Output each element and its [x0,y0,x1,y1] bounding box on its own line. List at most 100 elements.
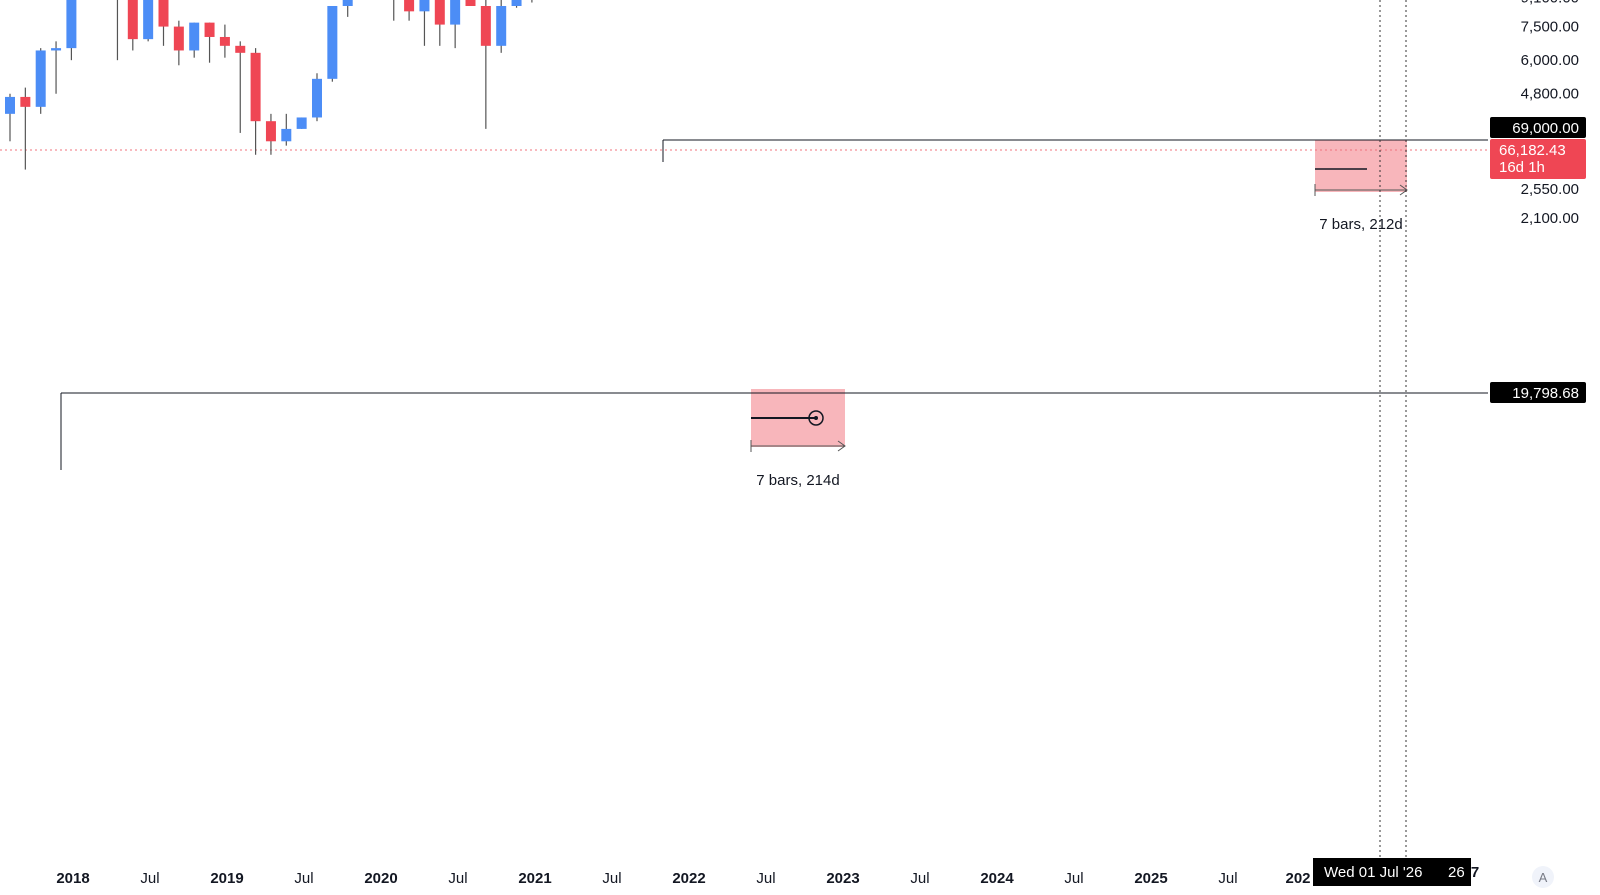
measure-zone-2-label: 7 bars, 212d [1319,216,1402,233]
candle [511,0,522,8]
candle [450,0,461,49]
price-tag-19798-label: 19,798.68 [1512,385,1579,402]
price-tag-current-bg [1490,139,1586,179]
measure-zone-2[interactable] [1314,140,1408,196]
price-tag-69000: 69,000.00 [1490,117,1586,138]
crosshair-date-tag-bg [1313,858,1471,886]
crosshair-date-tag: Wed 01 Jul '26 26 [1313,858,1471,886]
auto-scale-button[interactable]: A [1532,866,1554,888]
price-tag-current: 66,182.43 16d 1h [1490,139,1586,179]
measure-zone-1-label: 7 bars, 214d [756,472,839,489]
x-tick-month: Jul [602,870,621,887]
x-tick-year: 2025 [1134,870,1167,887]
candle-body-down [235,45,246,53]
crosshair-date-suffix: 26 [1448,864,1465,881]
candle [250,48,261,155]
candle [404,0,415,21]
candle-body-up [312,78,322,118]
candle [189,22,200,58]
candle [158,0,169,46]
candle [496,0,507,53]
measure-zone-1[interactable] [750,389,846,452]
candle [419,0,430,46]
measure-zone-1-cursor [808,410,824,426]
price-tag-current-countdown: 16d 1h [1499,159,1545,176]
candle-body-down [265,121,276,142]
x-tick-month: Jul [910,870,929,887]
price-tag-69000-label: 69,000.00 [1512,120,1579,137]
candle [51,41,62,94]
candle [342,0,353,17]
price-tag-19798-bg [1490,382,1586,403]
candle-body-up [5,96,15,114]
y-tick-label: 9,100.00 [1521,0,1579,6]
price-tag-69000-bg [1490,117,1586,138]
candle [5,93,15,142]
y-tick-label: 7,500.00 [1521,19,1579,36]
candle-body-up [511,0,522,6]
candle-body-down [480,5,491,46]
candle [281,113,292,146]
x-tick-partial-7: 7 [1471,864,1479,881]
candle-body-down [20,96,31,107]
candle [143,0,154,42]
x-tick-year: 2018 [56,870,89,887]
candle-body-up [51,48,62,51]
candle [127,0,138,51]
candle-body-down [158,0,169,27]
candle [116,0,119,61]
x-tick-month: Jul [294,870,313,887]
candle [480,0,491,129]
x-tick-year: 2019 [210,870,243,887]
candle-body-up [35,50,46,107]
candle-body-up [143,0,154,40]
auto-scale-button-bg [1532,866,1554,888]
candle-body-down [127,0,138,40]
x-tick-year: 202 [1285,870,1310,887]
candle [465,0,476,6]
price-tag-19798: 19,798.68 [1490,382,1586,403]
x-tick-month: Jul [1218,870,1237,887]
candle-body-down [465,0,476,6]
candle-body-up [342,0,353,6]
candle-body-up [281,128,292,142]
candle-body-down [173,26,184,51]
x-tick-year: 2024 [980,870,1014,887]
candle [235,41,246,133]
candle [434,0,445,46]
candle [265,113,276,155]
candle [173,20,184,66]
candle-body-up [450,0,461,25]
y-tick-label: 4,800.00 [1521,86,1579,103]
price-tag-current-value: 66,182.43 [1499,142,1566,159]
x-tick-year: 2023 [826,870,859,887]
candle [296,117,307,129]
y-tick-label: 6,000.00 [1521,52,1579,69]
x-tick-month: Jul [448,870,467,887]
x-axis[interactable]: 2018 Jul 2019 Jul 2020 Jul 2021 Jul 2022 Jul 2023 J… [56,870,1310,887]
measure-zone-2-box [1315,140,1407,192]
x-tick-month: Jul [140,870,159,887]
candle [312,73,322,122]
measure-zone-2-arrowhead [1399,184,1408,196]
candle-body-down [204,22,215,37]
candle [35,48,46,114]
candle-body-down [434,0,445,25]
candle [327,5,338,82]
candle [204,22,215,63]
x-tick-year: 2022 [672,870,705,887]
candle-body-up [66,0,77,49]
measure-zone-1-arrowhead [837,440,846,452]
candle-body-up [327,5,338,79]
x-tick-month: Jul [756,870,775,887]
candle-body-down [219,36,230,46]
candle [20,87,31,170]
candle-body-up [189,22,200,51]
auto-scale-label: A [1539,870,1548,885]
candle-body-up [296,117,307,129]
measure-zone-1-cursor-dot [814,416,818,420]
crosshair-date-label: Wed 01 Jul '26 [1324,864,1422,881]
x-tick-year: 2021 [518,870,551,887]
candle [393,0,395,21]
